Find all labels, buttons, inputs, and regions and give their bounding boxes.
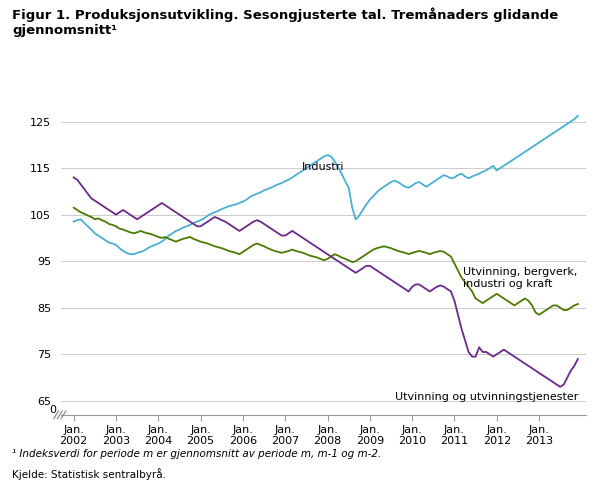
Text: Figur 1. Produksjonsutvikling. Sesongjusterte tal. Tremånaders glidande
gjennoms: Figur 1. Produksjonsutvikling. Sesongjus… xyxy=(12,7,558,37)
Text: Kjelde: Statistisk sentralbyrå.: Kjelde: Statistisk sentralbyrå. xyxy=(12,468,166,480)
Text: Utvinning og utvinningstjenester: Utvinning og utvinningstjenester xyxy=(395,392,579,402)
Text: Utvinning, bergverk,
industri og kraft: Utvinning, bergverk, industri og kraft xyxy=(463,267,577,289)
Text: 0: 0 xyxy=(49,405,56,415)
Text: Industri: Industri xyxy=(302,163,345,172)
Text: ¹ Indeksverdi for periode m er gjennomsnitt av periode m, m-1 og m-2.: ¹ Indeksverdi for periode m er gjennomsn… xyxy=(12,449,381,459)
